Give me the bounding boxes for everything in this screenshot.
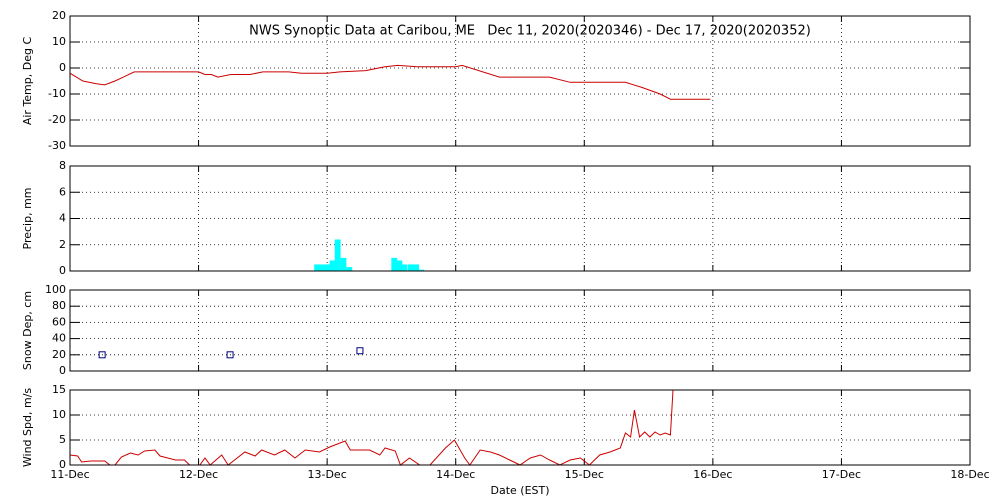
plot-frame bbox=[69, 165, 971, 272]
bar bbox=[391, 257, 398, 271]
y-tick-label: 20 bbox=[52, 9, 66, 22]
y-axis-label: Wind Spd, m/s bbox=[21, 388, 34, 468]
plot-frame bbox=[69, 289, 971, 372]
y-tick-label: 100 bbox=[45, 283, 66, 296]
y-tick-label: 5 bbox=[59, 433, 66, 446]
x-tick-label: 12-Dec bbox=[179, 468, 218, 481]
bar bbox=[418, 269, 425, 271]
x-axis-label: Date (EST) bbox=[490, 484, 549, 497]
plot-frame bbox=[69, 15, 971, 147]
y-tick-label: 10 bbox=[52, 35, 66, 48]
x-tick-label: 11-Dec bbox=[50, 468, 89, 481]
y-tick-label: 8 bbox=[59, 159, 66, 172]
x-tick-label: 15-Dec bbox=[565, 468, 604, 481]
bar bbox=[329, 260, 336, 271]
y-tick-label: 0 bbox=[59, 364, 66, 377]
y-axis-label: Air Temp, Deg C bbox=[21, 37, 34, 126]
x-tick-label: 17-Dec bbox=[822, 468, 861, 481]
y-tick-label: 20 bbox=[52, 348, 66, 361]
plot-frame bbox=[69, 389, 971, 466]
y-tick-label: 6 bbox=[59, 185, 66, 198]
bar bbox=[413, 264, 420, 271]
y-axis-label: Snow Dep, cm bbox=[21, 291, 34, 370]
bar bbox=[396, 260, 403, 271]
x-tick-label: 14-Dec bbox=[436, 468, 475, 481]
bar bbox=[314, 264, 321, 271]
y-tick-label: 60 bbox=[52, 315, 66, 328]
point bbox=[356, 347, 364, 355]
bar bbox=[340, 257, 347, 271]
bar bbox=[334, 239, 341, 271]
y-tick-label: 2 bbox=[59, 238, 66, 251]
point bbox=[98, 351, 106, 359]
bar bbox=[346, 267, 353, 271]
y-tick-label: -20 bbox=[48, 113, 66, 126]
x-tick-label: 13-Dec bbox=[308, 468, 347, 481]
y-tick-label: 0 bbox=[59, 264, 66, 277]
bar bbox=[324, 264, 331, 271]
x-tick-label: 18-Dec bbox=[950, 468, 989, 481]
y-tick-label: 15 bbox=[52, 383, 66, 396]
y-tick-label: -30 bbox=[48, 139, 66, 152]
x-tick-label: 16-Dec bbox=[693, 468, 732, 481]
data-line bbox=[69, 64, 711, 100]
y-tick-label: 80 bbox=[52, 299, 66, 312]
y-tick-label: 0 bbox=[59, 458, 66, 471]
bar bbox=[401, 264, 408, 271]
data-line bbox=[69, 389, 674, 466]
y-tick-label: 0 bbox=[59, 61, 66, 74]
bar bbox=[319, 264, 326, 271]
y-tick-label: 4 bbox=[59, 212, 66, 225]
y-tick-label: -10 bbox=[48, 87, 66, 100]
y-axis-label: Precip, mm bbox=[21, 188, 34, 250]
bar bbox=[408, 264, 414, 271]
y-tick-label: 40 bbox=[52, 332, 66, 345]
y-tick-label: 10 bbox=[52, 408, 66, 421]
point bbox=[226, 351, 234, 359]
chart-title: NWS Synoptic Data at Caribou, ME Dec 11,… bbox=[249, 24, 811, 39]
